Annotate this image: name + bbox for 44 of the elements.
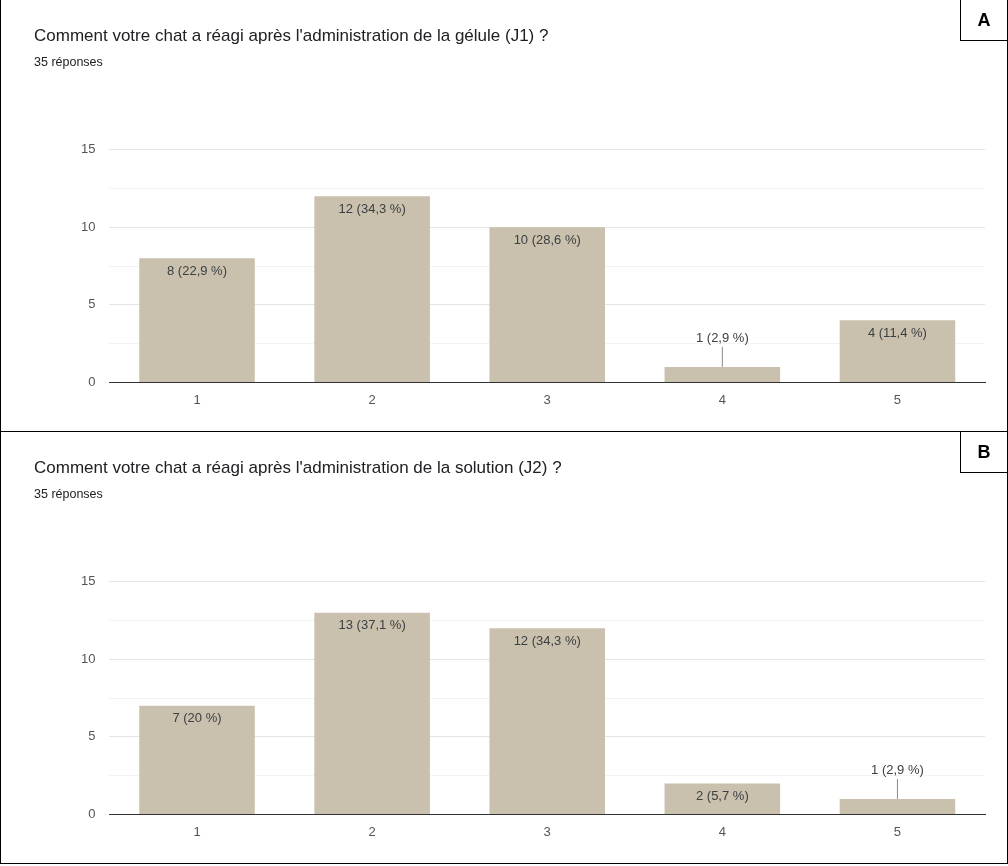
text: B [960,431,1008,473]
y-tick-label: 5 [88,296,96,312]
data-label: 4 (11,4 %) [867,324,927,340]
data-label: 12 (34,3 %) [513,632,581,648]
bar [139,705,255,814]
x-tick-label: 3 [543,391,551,407]
y-tick-label: 0 [88,373,96,389]
bar [664,783,781,814]
data-label: 1 (2,9 %) [871,762,924,778]
chart-title: Comment votre chat a réagi après l'administration de la solution (J2) ? [34,458,562,478]
x-tick-label: 4 [718,391,726,407]
text: A [960,0,1008,41]
data-label: 10 (28,6 %) [513,231,581,247]
x-tick-label: 2 [368,823,376,839]
bar [839,320,956,382]
x-tick-label: 5 [893,823,902,839]
chart-subtitle: 35 réponses [34,55,103,69]
x-tick-label: 3 [543,823,551,839]
bar [314,196,430,382]
data-label: 2 (5,7 %) [695,787,749,803]
data-label: 7 (20 %) [172,710,222,726]
bar [839,798,956,814]
bar [314,612,430,814]
bar [664,366,781,382]
x-tick-label: 5 [893,391,902,407]
bar [489,628,606,814]
y-tick-label: 15 [80,573,96,589]
y-tick-label: 10 [80,218,96,234]
data-label: 1 (2,9 %) [695,330,749,346]
x-tick-label: 1 [193,823,201,839]
y-tick-label: 5 [88,728,96,744]
data-label: 8 (22,9 %) [167,262,228,278]
x-tick-label: 1 [193,391,201,407]
bar [489,227,606,382]
data-label: 12 (34,3 %) [338,200,406,216]
y-tick-label: 15 [80,141,96,157]
y-tick-label: 0 [88,805,96,821]
x-tick-label: 2 [368,391,376,407]
bar [139,258,255,382]
chart-subtitle: 35 réponses [34,487,103,501]
data-label: 13 (37,1 %) [338,617,406,633]
chart-title: Comment votre chat a réagi après l'administration de la gélule (J1) ? [34,26,549,46]
x-tick-label: 4 [718,823,726,839]
y-tick-label: 10 [80,650,96,666]
